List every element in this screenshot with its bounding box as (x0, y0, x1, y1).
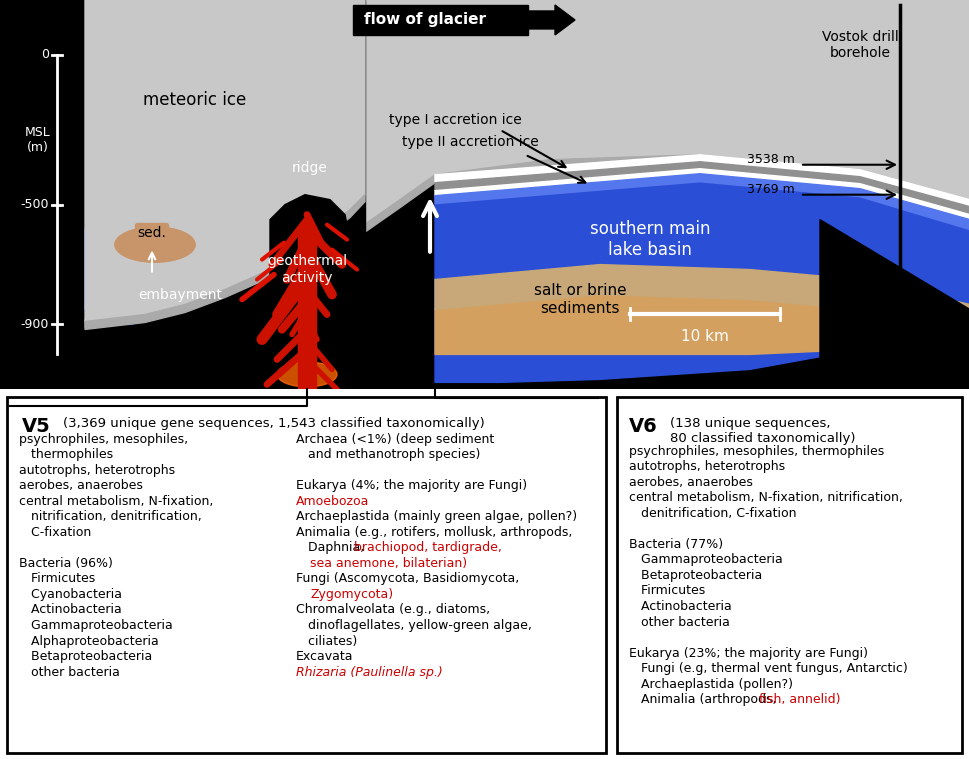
Text: Daphnia,: Daphnia, (296, 541, 367, 554)
Text: type II accretion ice: type II accretion ice (401, 135, 538, 149)
Text: Animalia (e.g., rotifers, mollusk, arthropods,: Animalia (e.g., rotifers, mollusk, arthr… (296, 526, 572, 539)
Ellipse shape (115, 227, 195, 262)
Text: Archaea (<1%) (deep sediment: Archaea (<1%) (deep sediment (296, 433, 493, 446)
Polygon shape (85, 0, 969, 320)
Text: sea anemone, bilaterian): sea anemone, bilaterian) (310, 557, 467, 570)
Bar (85, 0, 269, 389)
Polygon shape (269, 194, 359, 389)
Text: Fungi (e.g, thermal vent fungus, Antarctic): Fungi (e.g, thermal vent fungus, Antarct… (628, 662, 907, 675)
Text: denitrification, C-fixation: denitrification, C-fixation (628, 507, 796, 520)
Text: (138 unique sequences,
80 classified taxonomically): (138 unique sequences, 80 classified tax… (670, 417, 855, 445)
Polygon shape (434, 294, 969, 360)
Text: Animalia (arthropods,: Animalia (arthropods, (628, 693, 780, 706)
Text: V6: V6 (628, 417, 657, 436)
Text: embayment: embayment (138, 288, 222, 301)
Text: Alphaproteobacteria: Alphaproteobacteria (19, 635, 159, 647)
Text: aerobes, anaerobes: aerobes, anaerobes (628, 476, 752, 489)
Polygon shape (85, 194, 364, 329)
Text: dinoflagellates, yellow-green algae,: dinoflagellates, yellow-green algae, (296, 619, 531, 632)
Bar (353, 5, 527, 35)
Text: and methanotroph species): and methanotroph species) (296, 449, 480, 461)
Text: thermophiles: thermophiles (19, 449, 113, 461)
Ellipse shape (115, 227, 195, 262)
Text: meteoric ice: meteoric ice (143, 91, 246, 109)
Text: Cyanobacteria: Cyanobacteria (19, 588, 122, 601)
Text: Betaproteobacteria: Betaproteobacteria (628, 569, 762, 582)
Text: V5: V5 (22, 417, 51, 436)
Text: type I accretion ice: type I accretion ice (389, 113, 521, 127)
Text: Actinobacteria: Actinobacteria (628, 600, 731, 613)
Text: Gammaproteobacteria: Gammaproteobacteria (19, 619, 173, 632)
Polygon shape (85, 0, 364, 322)
Text: Eukarya (23%; the majority are Fungi): Eukarya (23%; the majority are Fungi) (628, 647, 867, 660)
Text: autotrophs, heterotrophs: autotrophs, heterotrophs (19, 464, 175, 477)
Text: Excavata: Excavata (296, 650, 353, 663)
Text: Eukarya (4%; the majority are Fungi): Eukarya (4%; the majority are Fungi) (296, 479, 526, 493)
Polygon shape (85, 155, 969, 327)
Text: -900: -900 (20, 318, 49, 331)
Text: Actinobacteria: Actinobacteria (19, 603, 122, 616)
Text: Zygomycota): Zygomycota) (310, 588, 393, 601)
Text: other bacteria: other bacteria (19, 666, 120, 679)
Text: Bacteria (96%): Bacteria (96%) (19, 557, 113, 570)
Text: Betaproteobacteria: Betaproteobacteria (19, 650, 152, 663)
Polygon shape (434, 162, 969, 215)
FancyArrow shape (526, 5, 575, 35)
Text: (3,369 unique gene sequences, 1,543 classified taxonomically): (3,369 unique gene sequences, 1,543 clas… (63, 417, 484, 430)
Bar (85, 0, 364, 389)
Text: fish, annelid): fish, annelid) (758, 693, 839, 706)
Text: flow of glacier: flow of glacier (363, 12, 485, 27)
Polygon shape (819, 219, 969, 389)
Polygon shape (434, 174, 969, 230)
Text: C-fixation: C-fixation (19, 526, 91, 539)
Text: ridge: ridge (292, 161, 328, 175)
Polygon shape (434, 155, 969, 206)
Text: brachiopod, tardigrade,: brachiopod, tardigrade, (354, 541, 501, 554)
Text: geothermal
activity: geothermal activity (266, 254, 347, 285)
Polygon shape (85, 215, 200, 325)
Polygon shape (434, 168, 969, 219)
Text: salt or brine
sediments: salt or brine sediments (533, 283, 626, 316)
Text: psychrophiles, mesophiles, thermophiles: psychrophiles, mesophiles, thermophiles (628, 445, 884, 458)
Text: Fungi (Ascomycota, Basidiomycota,: Fungi (Ascomycota, Basidiomycota, (296, 572, 518, 585)
Text: psychrophiles, mesophiles,: psychrophiles, mesophiles, (19, 433, 188, 446)
Text: 3769 m: 3769 m (746, 183, 795, 196)
Text: sed.: sed. (138, 225, 167, 240)
Polygon shape (434, 265, 969, 329)
Text: -500: -500 (20, 198, 49, 211)
Text: MSL
(m): MSL (m) (25, 126, 50, 154)
Text: Archaeplastida (pollen?): Archaeplastida (pollen?) (628, 678, 792, 691)
Text: Rhizaria (Paulinella sp.): Rhizaria (Paulinella sp.) (296, 666, 442, 679)
Polygon shape (434, 174, 969, 383)
Text: central metabolism, N-fixation,: central metabolism, N-fixation, (19, 495, 213, 508)
Text: 0: 0 (41, 49, 49, 61)
Text: aerobes, anaerobes: aerobes, anaerobes (19, 479, 143, 493)
Polygon shape (0, 0, 85, 389)
Text: Vostok drill
borehole: Vostok drill borehole (821, 30, 897, 60)
Text: 3538 m: 3538 m (746, 153, 795, 166)
Text: other bacteria: other bacteria (628, 616, 729, 628)
Text: central metabolism, N-fixation, nitrification,: central metabolism, N-fixation, nitrific… (628, 491, 902, 504)
Text: Archaeplastida (mainly green algae, pollen?): Archaeplastida (mainly green algae, poll… (296, 510, 577, 524)
Text: Gammaproteobacteria: Gammaproteobacteria (628, 553, 782, 566)
Text: southern main
lake basin: southern main lake basin (589, 220, 709, 259)
Text: 10 km: 10 km (680, 329, 728, 345)
Text: Firmicutes: Firmicutes (628, 584, 704, 597)
Text: Bacteria (77%): Bacteria (77%) (628, 538, 722, 551)
Text: Chromalveolata (e.g., diatoms,: Chromalveolata (e.g., diatoms, (296, 603, 489, 616)
Text: autotrophs, heterotrophs: autotrophs, heterotrophs (628, 460, 784, 474)
Text: ciliates): ciliates) (296, 635, 357, 647)
Text: Firmicutes: Firmicutes (19, 572, 96, 585)
Ellipse shape (277, 362, 336, 387)
Text: Amoebozoa: Amoebozoa (296, 495, 369, 508)
Text: nitrification, denitrification,: nitrification, denitrification, (19, 510, 202, 524)
Polygon shape (85, 215, 200, 325)
